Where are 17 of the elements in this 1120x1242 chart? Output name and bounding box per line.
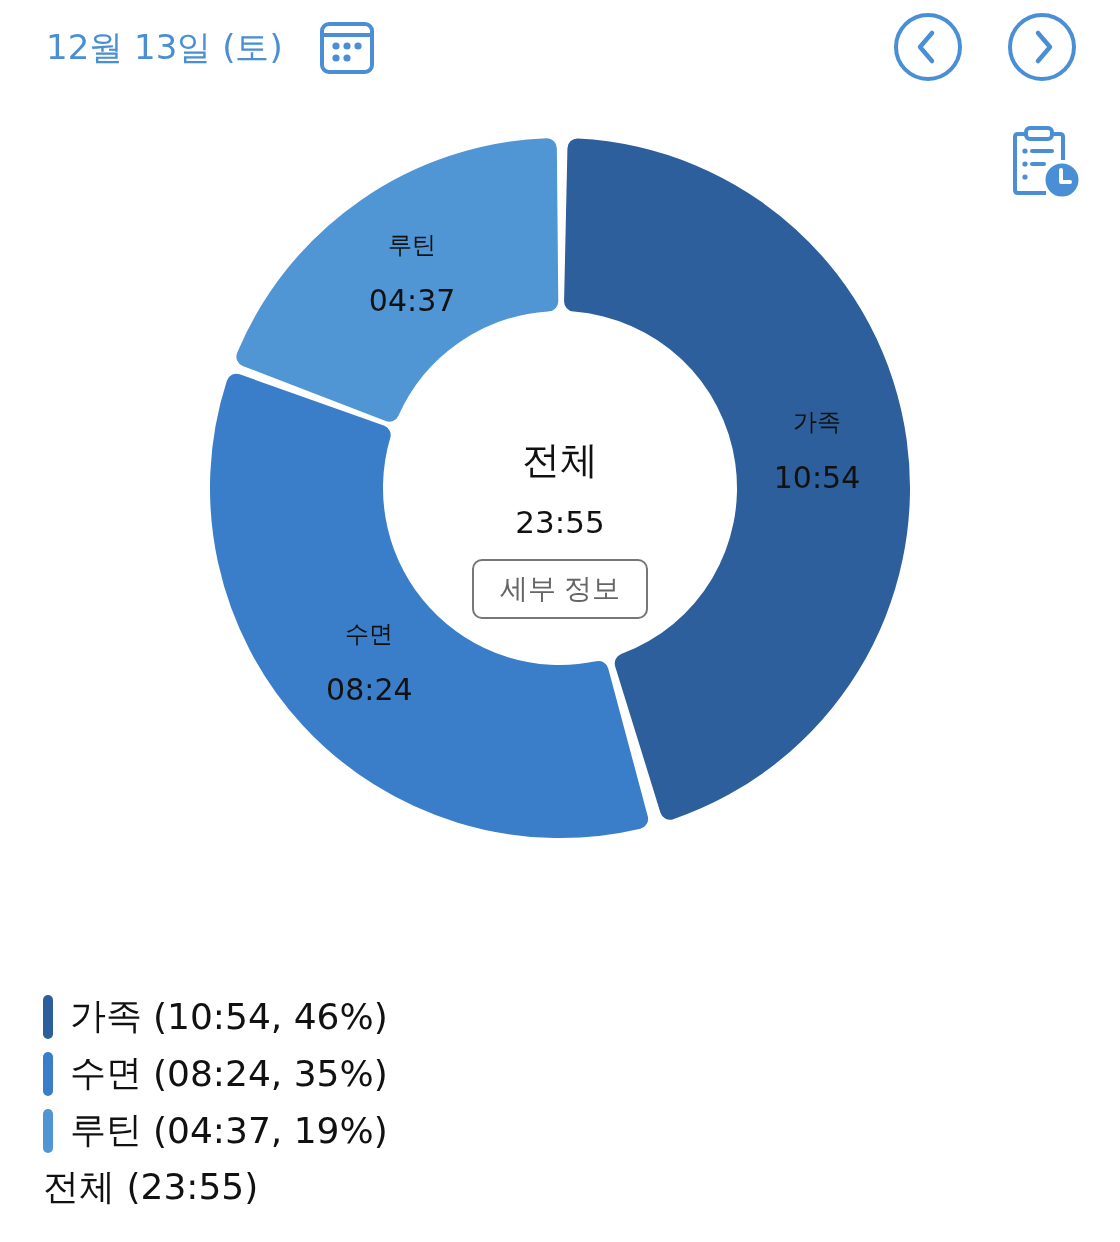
chart-title: 12월 13일 (토): [46, 26, 283, 69]
text: (04:37, 19%): [153, 1110, 388, 1151]
legend-label: 가족: [70, 994, 142, 1038]
slice-label: 수면: [345, 620, 394, 649]
data-label: 08:24: [326, 671, 413, 707]
data-label: 04:37: [368, 282, 456, 318]
slice-label: 가족: [793, 408, 841, 437]
details-button: 세부 정보: [472, 559, 648, 619]
text: (08:24, 35%): [153, 1053, 388, 1094]
data-label: 10:54: [773, 459, 861, 495]
text: 23:55: [514, 503, 606, 542]
text: (10:54, 46%): [153, 996, 388, 1037]
legend-label: 수면: [70, 1051, 142, 1095]
legend-label: 루틴: [70, 1108, 142, 1152]
text: 전체: [521, 437, 599, 484]
text: 전체 (23:55): [43, 1165, 259, 1209]
slice-label: 루틴: [388, 231, 437, 260]
